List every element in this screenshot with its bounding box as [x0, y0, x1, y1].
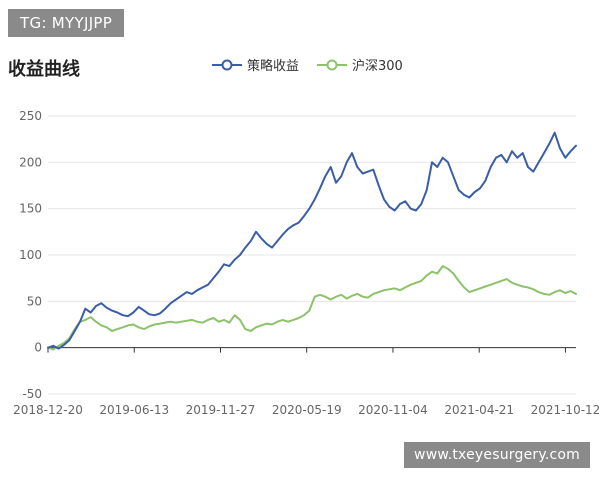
tg-badge: TG: MYYJJPP: [8, 9, 125, 37]
y-tick-label: 200: [19, 155, 42, 169]
legend-swatch-hs300: [317, 59, 348, 70]
y-tick-label: 0: [34, 341, 42, 355]
series-line-hs300: [47, 265, 577, 351]
chart-legend: 策略收益 沪深300: [212, 55, 421, 74]
legend-label-hs300: 沪深300: [352, 59, 403, 74]
x-tick-label: 2019-06-13: [99, 403, 169, 417]
y-tick-label: 100: [19, 248, 42, 262]
legend-item-hs300[interactable]: 沪深300: [317, 55, 403, 74]
y-tick-label: -50: [22, 387, 42, 401]
x-tick-label: 2020-11-04: [358, 403, 428, 417]
y-tick-label: 150: [19, 202, 42, 216]
legend-label-strategy: 策略收益: [247, 59, 300, 74]
y-tick-label: 50: [27, 294, 42, 308]
watermark: www.txeyesurgery.com: [404, 442, 590, 468]
legend-swatch-strategy: [212, 59, 242, 70]
y-tick-label: 250: [19, 109, 42, 123]
x-tick-label: 2021-04-21: [444, 403, 514, 417]
chart-title: 收益曲线: [8, 59, 80, 80]
x-tick-label: 2019-11-27: [186, 403, 256, 417]
x-tick-label: 2020-05-19: [272, 403, 342, 417]
series-line-strategy: [47, 131, 577, 350]
x-tick-label: 2018-12-20: [13, 403, 83, 417]
legend-item-strategy[interactable]: 策略收益: [212, 55, 299, 74]
x-tick-label: 2021-10-12: [531, 403, 600, 417]
